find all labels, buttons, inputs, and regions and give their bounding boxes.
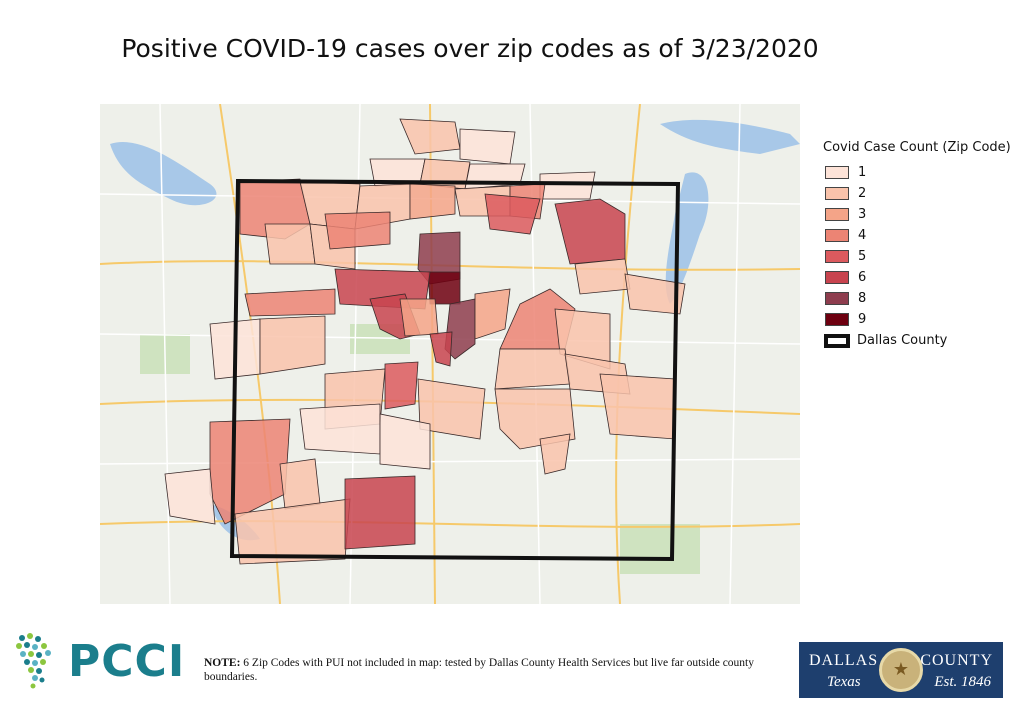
note-prefix: NOTE: — [204, 657, 241, 669]
legend-label: 5 — [858, 249, 867, 264]
zip-polygon — [474, 288, 511, 340]
zip-polygon — [459, 128, 516, 165]
note-text: 6 Zip Codes with PUI not included in map… — [204, 657, 755, 683]
zip-polygon — [599, 373, 676, 440]
zip-polygon — [379, 413, 431, 470]
legend-item-county: Dallas County — [823, 330, 1018, 351]
zip-polygon — [539, 171, 596, 200]
pcci-wordmark: PCCI — [68, 636, 186, 687]
legend-item: 8 — [823, 288, 1018, 309]
zip-polygon — [384, 361, 419, 410]
zip-polygon — [299, 403, 381, 455]
badge-text-dallas: DALLAS — [809, 652, 879, 669]
legend-swatch — [825, 229, 849, 242]
map-note: NOTE: 6 Zip Codes with PUI not included … — [204, 656, 784, 684]
legend-swatch — [825, 292, 849, 305]
legend-label: 1 — [858, 165, 867, 180]
zip-polygon — [234, 498, 351, 565]
zip-polygon — [164, 468, 216, 525]
badge-text-est: Est. 1846 — [934, 674, 991, 690]
zip-polygon — [279, 458, 321, 510]
legend-item: 3 — [823, 204, 1018, 225]
map-legend: Covid Case Count (Zip Code) 1 2 3 4 5 6 … — [823, 140, 1018, 351]
zip-code-polygons — [164, 118, 686, 565]
zip-polygon — [429, 331, 453, 367]
zip-polygon — [624, 273, 686, 315]
map-canvas — [100, 104, 800, 604]
pcci-logo: PCCI — [14, 632, 194, 692]
legend-item: 6 — [823, 267, 1018, 288]
legend-swatch — [825, 166, 849, 179]
page-title: Positive COVID-19 cases over zip codes a… — [121, 34, 819, 63]
dallas-county-boundary — [229, 178, 681, 562]
zip-polygon — [539, 433, 571, 475]
legend-item: 5 — [823, 246, 1018, 267]
zip-polygon — [494, 348, 571, 390]
zip-polygon — [417, 378, 486, 440]
county-seal-icon — [879, 648, 923, 692]
park-area — [620, 524, 700, 574]
legend-label: 4 — [858, 228, 867, 243]
lake-west — [110, 142, 217, 206]
zip-polygon — [554, 198, 626, 265]
legend-item: 2 — [823, 183, 1018, 204]
zip-polygon — [324, 211, 391, 250]
lake-northeast — [660, 119, 800, 154]
legend-swatch — [825, 271, 849, 284]
zip-polygon — [259, 315, 326, 375]
legend-item: 1 — [823, 162, 1018, 183]
legend-swatch — [825, 313, 849, 326]
zip-polygon — [244, 288, 336, 317]
legend-item: 4 — [823, 225, 1018, 246]
legend-label: 8 — [858, 291, 867, 306]
zip-polygon — [264, 223, 316, 265]
zip-polygon — [574, 258, 631, 295]
dallas-county-badge: DALLAS COUNTY Texas Est. 1846 — [799, 642, 1003, 698]
zip-polygon — [344, 475, 416, 550]
choropleth-map[interactable] — [100, 104, 800, 604]
legend-label: 6 — [858, 270, 867, 285]
badge-text-county: COUNTY — [920, 652, 993, 669]
legend-swatch — [825, 250, 849, 263]
legend-label: Dallas County — [857, 333, 948, 348]
badge-text-texas: Texas — [827, 674, 861, 690]
zip-polygon — [399, 298, 439, 337]
legend-title: Covid Case Count (Zip Code) — [823, 140, 1011, 155]
legend-label: 9 — [858, 312, 867, 327]
legend-label: 2 — [858, 186, 867, 201]
county-boundary-swatch — [824, 333, 850, 348]
zip-polygon — [409, 183, 456, 220]
pcci-dots-icon — [16, 633, 51, 689]
legend-swatch — [825, 187, 849, 200]
legend-item: 9 — [823, 309, 1018, 330]
legend-swatch — [825, 208, 849, 221]
zip-polygon — [484, 193, 541, 235]
legend-label: 3 — [858, 207, 867, 222]
